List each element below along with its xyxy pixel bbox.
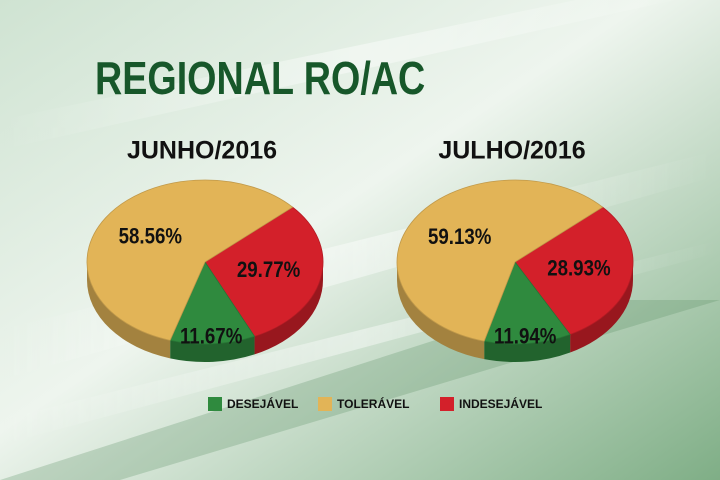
legend-swatch xyxy=(208,397,222,411)
legend-label: TOLERÁVEL xyxy=(337,396,409,411)
data-label: 11.94% xyxy=(494,325,556,349)
slice-side xyxy=(87,262,171,359)
legend-swatch xyxy=(318,397,332,411)
slice-side xyxy=(397,262,485,360)
data-label: 59.13% xyxy=(428,226,491,250)
slice xyxy=(86,179,294,341)
slice xyxy=(204,206,324,337)
slice-side xyxy=(570,262,633,353)
slice xyxy=(396,179,604,342)
slice xyxy=(514,206,634,335)
chart-title: JULHO/2016 xyxy=(438,137,585,165)
page-title: REGIONAL RO/AC xyxy=(95,53,425,104)
slice-side xyxy=(254,262,323,355)
slice xyxy=(483,261,571,345)
slice xyxy=(169,261,256,345)
legend-swatch xyxy=(440,397,454,411)
data-label: 28.93% xyxy=(547,257,610,281)
data-label: 58.56% xyxy=(119,225,182,249)
data-label: 29.77% xyxy=(237,259,300,283)
chart-title: JUNHO/2016 xyxy=(127,137,277,165)
legend-label: INDESEJÁVEL xyxy=(459,396,542,411)
slice-side xyxy=(484,334,571,362)
legend-label: DESEJÁVEL xyxy=(227,396,298,411)
slice-side xyxy=(170,336,255,362)
data-label: 11.67% xyxy=(180,325,242,349)
